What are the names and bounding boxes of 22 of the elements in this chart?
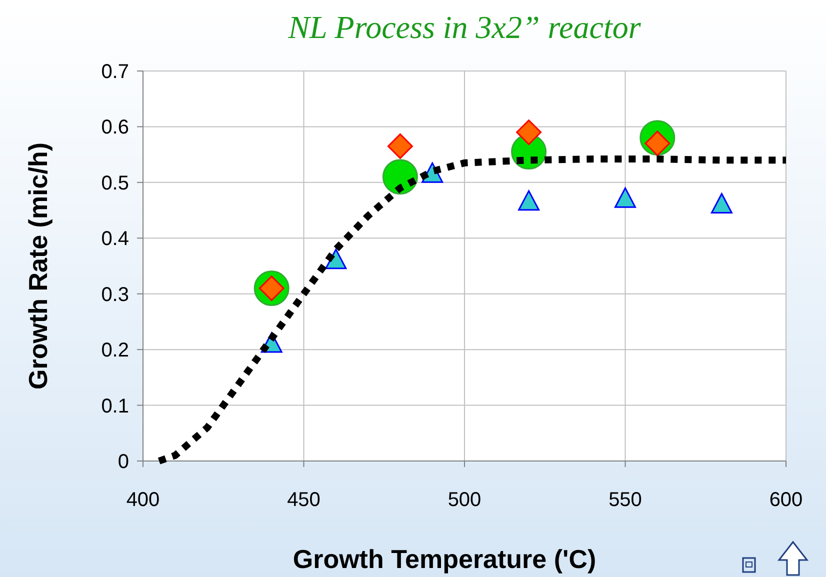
point [325,248,347,270]
y-tick-label: 0 [118,451,129,473]
point [516,120,542,146]
y-tick-label: 0.4 [101,228,129,250]
y-tick-label: 0.3 [101,284,129,306]
point [518,190,540,211]
x-tick-label: 500 [448,489,482,511]
x-tick-label: 600 [769,489,803,511]
y-tick-label: 0.2 [101,340,129,362]
x-axis-title: Growth Temperature ('C) [292,544,596,574]
point [614,187,636,208]
y-tick-label: 0.5 [101,172,129,194]
x-tick-label: 450 [287,489,320,511]
y-tick-label: 0.7 [101,61,129,83]
point [710,192,732,214]
x-tick-label: 400 [126,489,160,511]
y-tick-label: 0.6 [101,116,129,139]
y-axis-title: Growth Rate (mic/h) [23,142,53,390]
point [387,133,413,159]
chart-title: NL Process in 3x2” reactor [287,9,642,45]
x-tick-label: 550 [608,489,642,511]
y-tick-label: 0.1 [101,395,129,418]
